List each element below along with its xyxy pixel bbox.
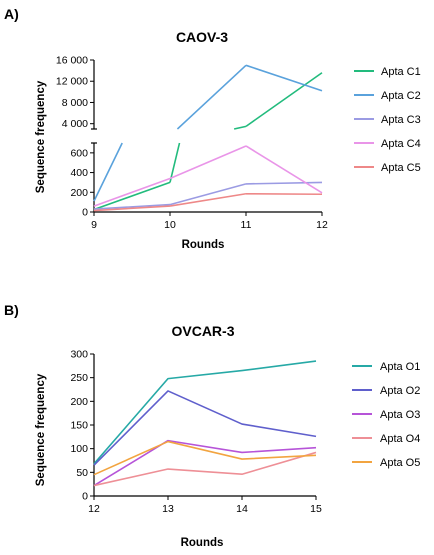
chart-a-line-segment <box>170 146 246 179</box>
chart-a-series <box>94 194 322 211</box>
chart-b-y-tick-label: 200 <box>70 396 88 408</box>
chart-b-x-tick-label: 13 <box>162 503 174 515</box>
chart-a-line-segment <box>234 126 246 129</box>
chart-a-series <box>94 73 322 210</box>
chart-a-legend-label: Apta C5 <box>381 162 421 174</box>
chart-b-legend-label: Apta O1 <box>380 361 420 373</box>
chart-b-y-tick-label: 300 <box>70 349 88 361</box>
panel-a-label: A) <box>4 6 19 22</box>
chart-b-series-line <box>94 391 316 465</box>
chart-a-x-tick-label: 12 <box>316 219 328 231</box>
panel-b-label: B) <box>4 302 19 318</box>
chart-a-series <box>94 182 322 209</box>
chart-a-line-segment <box>246 65 322 90</box>
chart-b-lines <box>94 361 316 485</box>
chart-b-series-line <box>94 361 316 464</box>
chart-a-line-segment <box>246 182 322 183</box>
chart-a-line-segment <box>170 184 246 205</box>
chart-a-x-tick-label: 10 <box>164 219 176 231</box>
chart-b-y-tick-label: 250 <box>70 372 88 384</box>
panel-b: B) OVCAR-3 Sequence frequency Rounds 0 50… <box>4 302 420 549</box>
chart-a-line-segment <box>246 146 322 193</box>
chart-a-x-tick-label: 11 <box>241 219 252 231</box>
chart-a-legend-label: Apta C4 <box>381 138 421 150</box>
chart-a-y-tick-label: 4 000 <box>62 118 88 130</box>
chart-a-lines <box>94 65 322 210</box>
chart-b-title: OVCAR-3 <box>171 323 234 339</box>
chart-a-y-tick-label: 8 000 <box>62 97 88 109</box>
chart-a-legend-label: Apta C3 <box>381 114 421 126</box>
chart-a-y-tick-label: 16 000 <box>56 55 88 67</box>
chart-a-y-tick-label: 200 <box>70 187 88 199</box>
chart-a-legend: Apta C1 Apta C2 Apta C3 Apta C4 Apta C5 <box>354 66 421 174</box>
chart-b-legend-label: Apta O5 <box>380 457 420 469</box>
chart-a-x-tick-label: 9 <box>91 219 97 231</box>
chart-b-x-tick-label: 12 <box>88 503 100 515</box>
chart-a-series <box>94 65 322 201</box>
chart-a-legend-label: Apta C1 <box>381 66 421 78</box>
chart-b-ylabel: Sequence frequency <box>35 373 47 486</box>
chart-a-legend-label: Apta C2 <box>381 90 421 102</box>
chart-b-xlabel: Rounds <box>181 537 224 549</box>
chart-b-y-tick-label: 100 <box>70 443 88 455</box>
chart-a-line-segment <box>94 143 122 201</box>
chart-a-title: CAOV-3 <box>176 29 228 45</box>
chart-b-legend: Apta O1 Apta O2 Apta O3 Apta O4 Apta O5 <box>352 361 420 469</box>
chart-a-y-tick-label: 12 000 <box>56 76 88 88</box>
chart-a-ylabel: Sequence frequency <box>35 80 47 193</box>
chart-a-line-segment <box>170 194 246 206</box>
chart-b-legend-label: Apta O2 <box>380 385 420 397</box>
chart-b-y-tick-label: 50 <box>76 467 88 479</box>
chart-b-legend-label: Apta O4 <box>380 433 420 445</box>
chart-a-xlabel: Rounds <box>182 239 225 251</box>
chart-a-line-segment <box>177 65 246 129</box>
chart-a-y-tick-label: 0 <box>82 207 88 219</box>
chart-b-y-tick-label: 0 <box>82 491 88 503</box>
chart-a-y-tick-label: 600 <box>70 147 88 159</box>
chart-b-legend-label: Apta O3 <box>380 409 420 421</box>
chart-b-x-tick-label: 15 <box>310 503 322 515</box>
chart-b-x-tick-label: 14 <box>236 503 248 515</box>
chart-a-line-segment <box>246 73 322 127</box>
chart-a-line-segment <box>94 178 170 206</box>
panel-a: A) CAOV-3 Sequence frequency Rounds 0 200… <box>4 6 421 251</box>
chart-a-y-tick-label: 400 <box>70 167 88 179</box>
chart-b-y-tick-label: 150 <box>70 420 88 432</box>
